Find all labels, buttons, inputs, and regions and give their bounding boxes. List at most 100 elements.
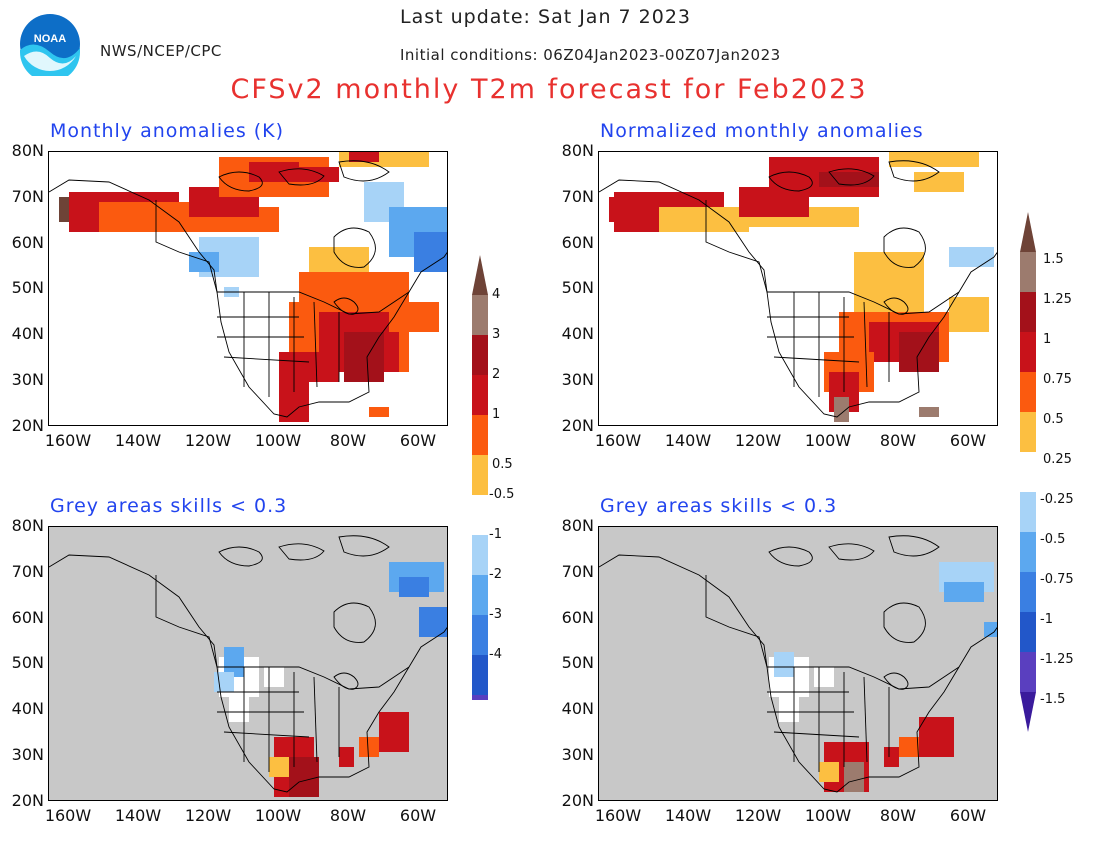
anomaly-region <box>884 747 899 767</box>
colorbar-right-label: -1 <box>1040 612 1053 627</box>
map-panel-anomalies <box>48 151 448 426</box>
colorbar-left-label: -0.5 <box>489 487 515 502</box>
colorbar-right-label: -1.25 <box>1040 652 1074 667</box>
lon-tick-label: 60W <box>399 806 437 825</box>
lon-tick-label: 120W <box>734 806 782 825</box>
colorbar-left-label: 2 <box>492 367 501 382</box>
lat-tick-label: 80N <box>11 516 44 535</box>
anomaly-region <box>779 697 799 722</box>
colorbar-segment <box>1020 652 1036 692</box>
anomaly-region <box>919 717 954 757</box>
colorbar-segment <box>1020 572 1036 612</box>
colorbar-segment <box>472 655 488 695</box>
anomaly-region <box>399 577 429 597</box>
lon-tick-label: 100W <box>254 806 302 825</box>
colorbar-right-label: 1.5 <box>1043 252 1064 267</box>
anomaly-region <box>949 297 989 332</box>
anomaly-region <box>819 762 839 782</box>
colorbar-segment <box>472 535 488 575</box>
lon-tick-label: 100W <box>804 806 852 825</box>
colorbar-right-label: 1.25 <box>1043 292 1072 307</box>
lat-tick-label: 70N <box>561 186 594 206</box>
hudson-bay <box>333 227 376 268</box>
arctic-islands <box>768 535 940 567</box>
lon-tick-label: 80W <box>879 806 917 825</box>
anomaly-region <box>899 332 939 372</box>
lat-tick-label: 20N <box>561 790 594 810</box>
lat-tick-label: 60N <box>11 232 44 252</box>
lon-tick-label: 140W <box>114 806 162 825</box>
state-border <box>313 676 318 763</box>
anomaly-region <box>339 747 354 767</box>
great-lakes <box>333 672 359 690</box>
lon-tick-label: 160W <box>594 806 642 825</box>
lat-tick-label: 80N <box>561 516 594 535</box>
lon-tick-label: 80W <box>879 431 917 450</box>
main-title: CFSv2 monthly T2m forecast for Feb2023 <box>230 74 868 105</box>
anomaly-region <box>914 172 964 192</box>
lat-tick-label: 30N <box>561 370 594 389</box>
lat-tick-label: 70N <box>11 561 44 581</box>
colorbar-segment <box>1020 492 1036 532</box>
lat-tick-label: 50N <box>11 653 44 673</box>
anomaly-region <box>889 152 979 167</box>
coastline <box>49 179 447 418</box>
hudson-bay <box>883 602 926 643</box>
agency-label: NWS/NCEP/CPC <box>100 42 222 60</box>
colorbar-warm-arrow <box>472 255 488 295</box>
colorbar-right <box>1020 212 1036 732</box>
anomaly-region <box>279 167 339 182</box>
anomaly-region <box>224 647 244 677</box>
anomaly-region <box>229 697 249 722</box>
colorbar-left-label: -3 <box>489 607 502 622</box>
colorbar-neutral <box>1020 452 1036 492</box>
great-lakes <box>883 672 909 690</box>
colorbar-left-label: -2 <box>489 567 502 582</box>
anomaly-region <box>269 757 289 777</box>
colorbar-right-label: -1.5 <box>1040 692 1066 707</box>
lat-tick-label: 40N <box>561 699 594 719</box>
panel-title-top-right: Normalized monthly anomalies <box>600 120 924 142</box>
colorbar-left-label: -1 <box>489 527 502 542</box>
coastline <box>49 554 447 793</box>
anomaly-region <box>379 712 409 752</box>
state-border <box>773 356 860 363</box>
anomaly-region <box>814 667 834 687</box>
state-border <box>773 731 860 738</box>
anomaly-region <box>419 607 447 637</box>
anomaly-region <box>189 252 219 272</box>
anomaly-region <box>279 352 339 382</box>
lat-tick-label: 40N <box>11 324 44 344</box>
country-border <box>155 575 410 690</box>
colorbar-left-label: 1 <box>492 407 501 422</box>
anomaly-region <box>854 252 924 322</box>
lon-tick-label: 120W <box>184 806 232 825</box>
lat-tick-label: 80N <box>561 141 594 160</box>
colorbar-right-label: -0.25 <box>1040 492 1074 507</box>
panel-title-bottom-left: Grey areas skills < 0.3 <box>50 495 288 517</box>
colorbar-neutral <box>472 495 488 535</box>
map-panel-skill-normalized <box>598 526 998 801</box>
panel-title-bottom-right: Grey areas skills < 0.3 <box>600 495 838 517</box>
state-border <box>863 301 868 388</box>
lon-tick-label: 80W <box>329 431 367 450</box>
anomaly-region <box>359 737 379 757</box>
lat-tick-label: 50N <box>561 278 594 298</box>
lon-tick-label: 140W <box>664 806 712 825</box>
lat-tick-label: 50N <box>561 653 594 673</box>
colorbar-segment <box>472 375 488 415</box>
lat-tick-label: 70N <box>11 186 44 206</box>
hudson-bay <box>883 227 926 268</box>
lon-tick-label: 140W <box>114 431 162 450</box>
great-lakes <box>883 297 909 315</box>
logo-text: NOAA <box>34 33 66 45</box>
colorbar-segment <box>1020 532 1036 572</box>
colorbar-left-label: 4 <box>492 287 501 302</box>
initial-conditions: Initial conditions: 06Z04Jan2023-00Z07Ja… <box>400 46 781 64</box>
lat-tick-label: 20N <box>561 415 594 435</box>
lon-tick-label: 160W <box>44 431 92 450</box>
lat-tick-label: 30N <box>11 745 44 764</box>
anomaly-region <box>369 407 389 417</box>
lat-tick-label: 60N <box>561 607 594 627</box>
lat-tick-label: 30N <box>561 745 594 764</box>
